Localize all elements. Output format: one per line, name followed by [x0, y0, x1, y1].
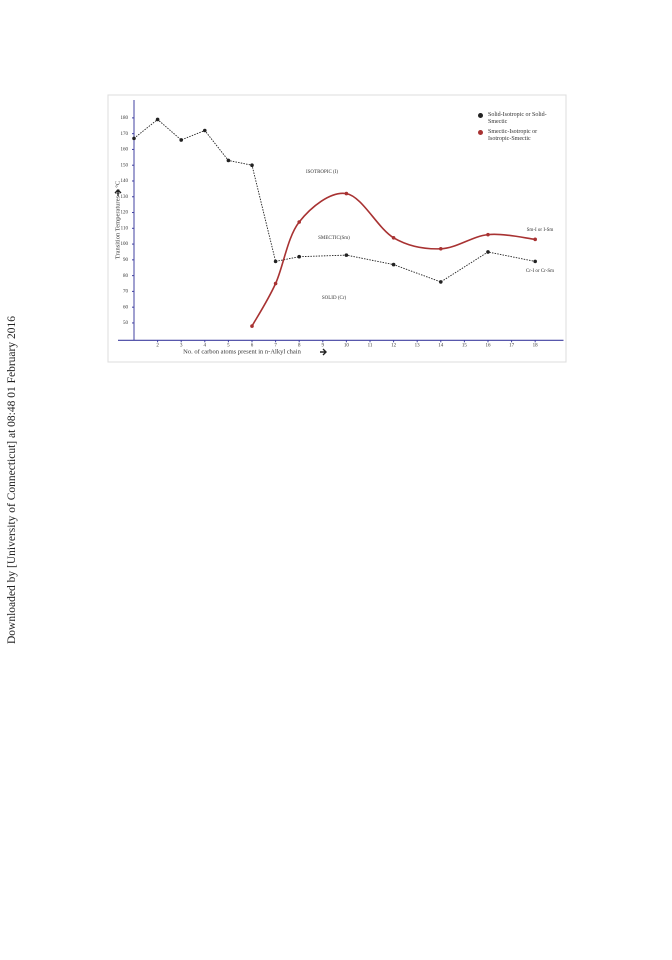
data-point: [344, 253, 349, 257]
data-point: [297, 220, 301, 224]
legend-label: Solid-Isotropic or Solid-Smectic: [488, 112, 547, 125]
x-tick-label: 4: [204, 343, 207, 348]
x-tick-label: 15: [462, 343, 468, 348]
y-tick-label: 140: [121, 179, 129, 184]
y-tick-label: 90: [123, 258, 129, 263]
annotation: SOLID (Cr): [322, 296, 347, 301]
data-point: [486, 232, 490, 237]
y-tick-label: 60: [123, 305, 129, 310]
x-tick-label: 14: [438, 343, 444, 348]
data-point: [250, 324, 254, 328]
x-tick-label: 11: [368, 343, 373, 348]
y-tick-label: 160: [121, 148, 129, 153]
legend-label: Smectic-Isotropic or Isotropic-Smectic: [488, 129, 538, 142]
data-point: [344, 191, 349, 196]
data-point: [533, 259, 537, 264]
legend-entry: Smectic-Isotropic or Isotropic-Smectic: [478, 129, 560, 143]
data-point: [226, 158, 231, 163]
legend-swatch: [478, 130, 483, 135]
annotation: ISOTROPIC (I): [306, 170, 338, 175]
x-tick-label: 6: [251, 343, 254, 348]
x-tick-label: 5: [227, 343, 230, 348]
data-point: [297, 254, 301, 259]
y-tick-label: 110: [121, 226, 129, 231]
data-point: [202, 128, 207, 133]
x-arrow: [320, 348, 327, 356]
annotation: Sm-I or I-Sm: [527, 228, 554, 233]
y-tick-label: 50: [123, 321, 129, 326]
y-tick-label: 80: [123, 274, 129, 279]
data-point: [273, 259, 278, 264]
y-tick-label: 120: [121, 211, 129, 216]
data-point: [391, 262, 396, 267]
data-point: [486, 250, 490, 254]
y-tick-label: 170: [121, 132, 129, 137]
annotation: Cr-I or Cr-Sm: [526, 269, 554, 274]
x-tick-label: 18: [533, 343, 539, 348]
figure-frame: [107, 94, 567, 363]
data-point: [438, 247, 443, 251]
data-point: [179, 138, 183, 142]
x-tick-label: 2: [156, 343, 159, 348]
y-tick-label: 180: [121, 116, 129, 121]
data-point: [250, 163, 254, 168]
y-axis-label: Transition Temperatures in °C: [114, 181, 121, 260]
y-tick-label: 150: [121, 163, 129, 168]
data-point: [438, 280, 443, 284]
y-tick-label: 130: [121, 195, 129, 200]
x-tick-label: 13: [415, 343, 421, 348]
data-point: [391, 235, 396, 240]
legend-swatch: [478, 113, 483, 118]
x-tick-label: 16: [485, 343, 491, 348]
data-point: [533, 237, 537, 242]
y-arrow: [114, 189, 122, 196]
data-point: [155, 117, 160, 122]
x-tick-label: 17: [509, 343, 515, 348]
legend-entry: Solid-Isotropic or Solid-Smectic: [478, 112, 560, 126]
x-tick-label: 8: [298, 343, 301, 348]
data-point: [273, 281, 278, 286]
y-tick-label: 70: [123, 290, 129, 295]
x-axis-label: No. of carbon atoms present in n-Alkyl c…: [183, 348, 301, 355]
data-point: [132, 136, 136, 141]
x-tick-label: 7: [274, 343, 277, 348]
y-tick-label: 100: [121, 242, 129, 247]
x-tick-label: 3: [180, 343, 183, 348]
annotation: SMECTIC(Sm): [318, 236, 350, 241]
series-line: [251, 192, 536, 327]
x-tick-label: 10: [344, 343, 350, 348]
x-tick-label: 12: [391, 343, 397, 348]
x-tick-label: 9: [322, 343, 325, 348]
